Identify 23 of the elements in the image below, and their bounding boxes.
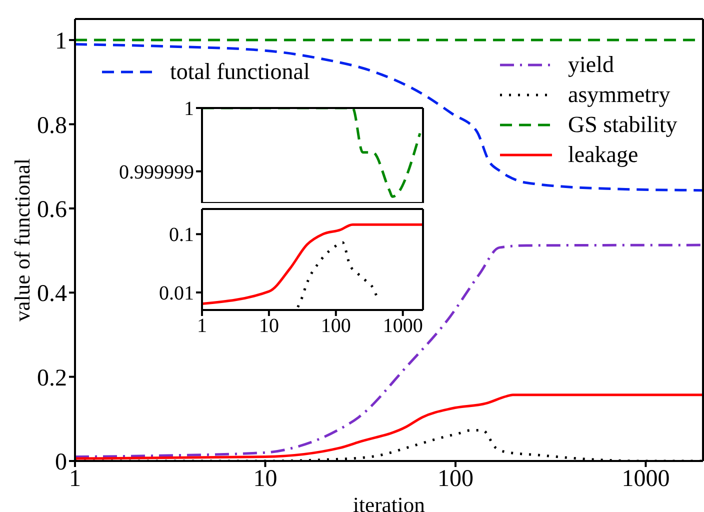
y-tick-label: 0.4 <box>37 281 67 308</box>
x-tick-label: 10 <box>258 315 279 338</box>
x-tick-label: 100 <box>320 315 351 338</box>
legend-label: total functional <box>170 59 310 85</box>
y-tick-label: 0.01 <box>159 282 194 305</box>
y-tick-label: 0.6 <box>37 196 67 223</box>
legend-label: yield <box>568 52 614 78</box>
y-tick-label: 0.1 <box>169 224 194 246</box>
x-axis-title: iteration <box>353 493 426 512</box>
x-tick-label: 1000 <box>382 315 423 338</box>
y-tick-label: 0.8 <box>37 112 67 139</box>
y-tick-label: 1 <box>184 98 194 120</box>
y-tick-label: 0 <box>55 450 67 476</box>
y-axis-title: value of functional <box>10 158 35 322</box>
legend-label: asymmetry <box>568 82 670 108</box>
legend-label: leakage <box>568 142 638 168</box>
x-tick-label: 1000 <box>622 466 670 492</box>
x-tick-label: 10 <box>253 466 278 492</box>
y-tick-label: 0.2 <box>37 365 67 392</box>
legend-label: GS stability <box>568 112 678 138</box>
y-tick-label: 1 <box>55 28 67 55</box>
x-tick-label: 100 <box>437 466 474 492</box>
y-tick-label: 0.999999 <box>119 161 194 184</box>
